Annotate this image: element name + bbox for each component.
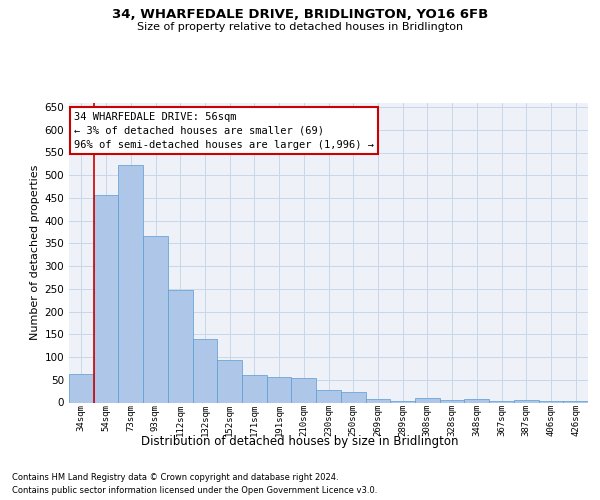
Bar [365,400,390,402]
Bar [514,400,539,402]
Y-axis label: Number of detached properties: Number of detached properties [30,165,40,340]
Bar [168,290,193,403]
Bar [242,375,267,402]
Bar [415,398,440,402]
Bar [292,378,316,402]
Bar [341,392,365,402]
Bar [489,401,514,402]
Bar [539,401,563,402]
Text: Contains public sector information licensed under the Open Government Licence v3: Contains public sector information licen… [12,486,377,495]
Text: 34, WHARFEDALE DRIVE, BRIDLINGTON, YO16 6FB: 34, WHARFEDALE DRIVE, BRIDLINGTON, YO16 … [112,8,488,20]
Bar [267,376,292,402]
Bar [94,195,118,402]
Bar [464,399,489,402]
Text: Size of property relative to detached houses in Bridlington: Size of property relative to detached ho… [137,22,463,32]
Bar [563,401,588,402]
Bar [118,165,143,402]
Bar [143,236,168,402]
Bar [193,339,217,402]
Bar [69,374,94,402]
Text: Contains HM Land Registry data © Crown copyright and database right 2024.: Contains HM Land Registry data © Crown c… [12,472,338,482]
Bar [440,400,464,402]
Bar [390,401,415,402]
Text: Distribution of detached houses by size in Bridlington: Distribution of detached houses by size … [141,435,459,448]
Text: 34 WHARFEDALE DRIVE: 56sqm
← 3% of detached houses are smaller (69)
96% of semi-: 34 WHARFEDALE DRIVE: 56sqm ← 3% of detac… [74,112,374,150]
Bar [217,360,242,403]
Bar [316,390,341,402]
